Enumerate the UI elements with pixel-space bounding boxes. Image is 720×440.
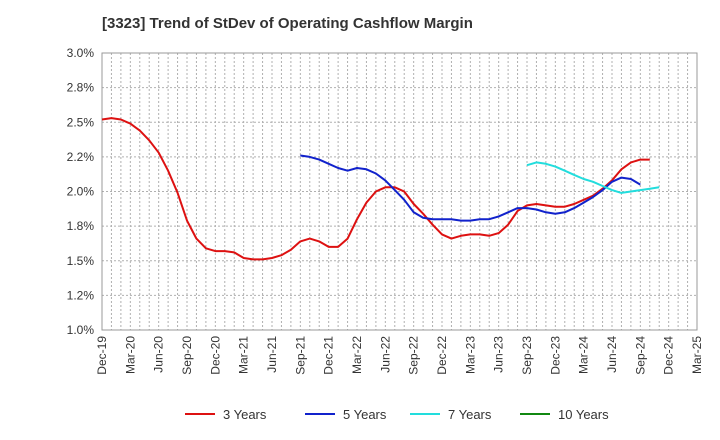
x-tick-label: Jun-23 [492,336,506,373]
x-tick-label: Sep-20 [180,336,194,375]
x-tick-label: Sep-21 [293,336,307,375]
y-tick-label: 2.2% [67,150,95,164]
y-tick-label: 1.5% [67,254,95,268]
x-axis: Dec-19 Mar-20 Jun-20 Sep-20 Dec-20 Mar-21 Jun-… [95,336,704,375]
y-tick-label: 1.0% [67,323,95,337]
y-tick-label: 1.8% [67,219,95,233]
series-layer [101,117,660,261]
y-tick-label: 2.0% [67,185,95,199]
x-tick-label: Mar-25 [690,336,704,374]
y-tick-label: 2.5% [67,115,95,129]
grid [102,53,697,330]
x-tick-label: Dec-24 [662,336,676,375]
series-line-3-years [101,117,650,261]
series-line-7-years [526,161,660,194]
x-tick-label: Jun-21 [265,336,279,373]
series-line-5-years [300,154,641,222]
x-tick-label: Mar-23 [463,336,477,374]
x-tick-label: Sep-23 [520,336,534,375]
x-tick-label: Sep-22 [407,336,421,375]
x-tick-label: Mar-20 [123,336,137,374]
x-tick-label: Mar-21 [237,336,251,374]
x-tick-label: Mar-22 [350,336,364,374]
y-tick-label: 1.2% [67,288,95,302]
x-tick-label: Dec-23 [548,336,562,375]
x-tick-label: Jun-20 [152,336,166,373]
x-tick-label: Sep-24 [633,336,647,375]
y-tick-label: 2.8% [67,81,95,95]
legend-label: 5 Years [343,407,387,422]
y-tick-label: 3.0% [67,46,95,60]
x-tick-label: Jun-24 [605,336,619,373]
chart-title: [3323] Trend of StDev of Operating Cashf… [102,15,473,32]
y-axis: 1.0% 1.2% 1.5% 1.8% 2.0% 2.2% 2.5% 2.8% 3.0% [67,46,95,337]
x-tick-label: Jun-22 [378,336,392,373]
legend: 3 Years 5 Years 7 Years 10 Years [185,407,609,422]
x-tick-label: Dec-19 [95,336,109,375]
x-tick-label: Dec-20 [208,336,222,375]
legend-label: 7 Years [448,407,492,422]
x-tick-label: Mar-24 [577,336,591,374]
legend-label: 3 Years [223,407,267,422]
x-tick-label: Dec-21 [322,336,336,375]
legend-label: 10 Years [558,407,609,422]
plot-area-border [101,52,698,331]
x-tick-label: Dec-22 [435,336,449,375]
